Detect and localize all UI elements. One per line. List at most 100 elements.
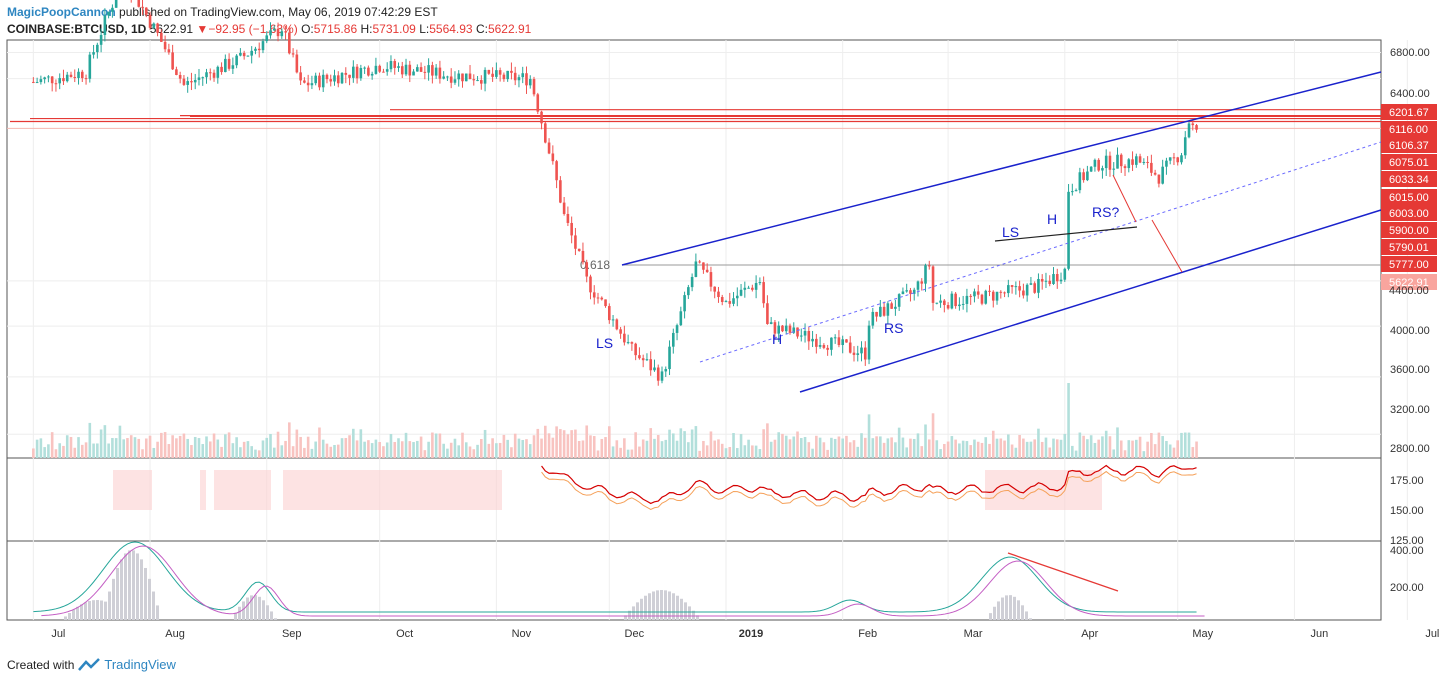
volume-bar bbox=[427, 441, 430, 458]
histogram-bar bbox=[644, 595, 647, 620]
price-axis[interactable]: 6800.00 6400.00 4000.00 3600.00 3200.00 2800.… bbox=[1381, 47, 1437, 594]
time-axis[interactable]: Jul Aug Sep Oct Nov Dec 2019 Feb Mar Apr May Jun Jul… bbox=[51, 628, 1444, 640]
volume-bar bbox=[510, 447, 513, 458]
volume-bar bbox=[720, 443, 724, 458]
candle-body bbox=[103, 15, 107, 35]
time-tick-label: Jul bbox=[51, 628, 65, 640]
candle-body bbox=[724, 301, 728, 303]
histogram-bar bbox=[96, 600, 99, 620]
volume-bar bbox=[596, 450, 600, 458]
histogram-bar bbox=[648, 593, 651, 620]
candle-body bbox=[73, 76, 77, 78]
price-label-box bbox=[1381, 239, 1437, 255]
price-tick-label: 3600.00 bbox=[1390, 364, 1430, 376]
volume-bar bbox=[325, 443, 329, 458]
candle-body bbox=[698, 261, 701, 263]
histogram-bar bbox=[68, 612, 71, 620]
volume-bar bbox=[303, 447, 306, 458]
volume-bar bbox=[758, 449, 762, 458]
time-tick-label: Nov bbox=[512, 628, 532, 640]
candle-body bbox=[683, 295, 686, 312]
volume-bar bbox=[1003, 440, 1006, 458]
candle-body bbox=[653, 367, 656, 371]
volume-bar bbox=[212, 433, 216, 458]
histogram-bar bbox=[1013, 596, 1016, 620]
candle-body bbox=[1131, 159, 1134, 165]
candle-body bbox=[619, 329, 622, 334]
volume-bar bbox=[280, 445, 284, 458]
volume-bar bbox=[694, 426, 698, 458]
price-label-text: 5790.01 bbox=[1389, 242, 1429, 254]
candle-body bbox=[498, 70, 502, 75]
candle-body bbox=[182, 78, 186, 85]
candle-body bbox=[1014, 286, 1018, 288]
indicator-2-slow-line bbox=[41, 545, 1205, 617]
volume-bar bbox=[1138, 436, 1142, 458]
publish-header: MagicPoopCannon published on TradingView… bbox=[7, 5, 438, 19]
candle-body bbox=[434, 67, 438, 76]
volume-bar bbox=[856, 446, 860, 458]
histogram-bar bbox=[1029, 618, 1032, 620]
candle-body bbox=[871, 311, 875, 326]
author-name[interactable]: MagicPoopCannon bbox=[7, 5, 116, 19]
last-price: 5622.91 bbox=[149, 22, 194, 36]
candle-body bbox=[453, 79, 457, 83]
candle-body bbox=[336, 75, 340, 84]
time-tick-label: Feb bbox=[858, 628, 877, 640]
price-label-text: 5900.00 bbox=[1389, 225, 1429, 237]
volume-bar bbox=[374, 439, 378, 458]
histogram-bar bbox=[1009, 595, 1012, 620]
candle-body bbox=[1161, 166, 1164, 184]
histogram-bar bbox=[234, 613, 237, 620]
candle-body bbox=[890, 303, 893, 309]
volume-bar bbox=[137, 438, 141, 458]
volume-bar bbox=[589, 435, 592, 458]
candle-body bbox=[845, 339, 848, 343]
candle-body bbox=[404, 64, 408, 75]
candle-body bbox=[257, 48, 261, 51]
indicator-1-lines bbox=[541, 464, 1197, 510]
candle-body bbox=[705, 269, 709, 273]
volume-bar bbox=[1055, 439, 1059, 458]
candle-body bbox=[1176, 157, 1180, 163]
candle-body bbox=[773, 322, 777, 334]
histogram-bar bbox=[116, 567, 119, 620]
tradingview-brand[interactable]: TradingView bbox=[104, 657, 176, 672]
volume-bar bbox=[50, 432, 54, 458]
histogram-bar bbox=[1001, 597, 1004, 620]
candle-body bbox=[954, 293, 957, 307]
candle-body bbox=[1157, 174, 1161, 184]
candle-body bbox=[397, 66, 400, 68]
volume-bar bbox=[976, 441, 980, 458]
histogram-bar bbox=[993, 606, 996, 620]
volume-bar bbox=[852, 440, 856, 458]
volume-bar bbox=[724, 448, 728, 458]
candle-body bbox=[1029, 283, 1033, 285]
volume-bar bbox=[276, 431, 280, 458]
candle-body bbox=[1135, 156, 1138, 165]
volume-bar bbox=[363, 441, 366, 458]
volume-bar bbox=[246, 441, 250, 458]
volume-bar bbox=[370, 443, 374, 458]
candle-body bbox=[1022, 290, 1025, 296]
volume-bar bbox=[160, 432, 163, 458]
volume-bar bbox=[608, 426, 611, 458]
candle-body bbox=[1195, 125, 1198, 130]
volume-bar bbox=[1104, 430, 1108, 458]
volume-bar bbox=[1119, 440, 1123, 458]
candle-body bbox=[528, 79, 532, 86]
candle-body bbox=[1153, 172, 1157, 175]
fib-level-label: 0.618 bbox=[580, 258, 610, 272]
volume-bar bbox=[536, 428, 540, 458]
volume-bar bbox=[927, 439, 931, 458]
volume-bar bbox=[483, 429, 487, 458]
volume-bar bbox=[1161, 436, 1164, 458]
candle-body bbox=[303, 80, 306, 83]
volume-bar bbox=[88, 422, 92, 458]
candle-body bbox=[510, 70, 513, 73]
candle-body bbox=[1044, 280, 1048, 282]
candle-body bbox=[220, 66, 223, 73]
candle-body bbox=[815, 338, 818, 347]
volume-bar bbox=[472, 449, 476, 458]
